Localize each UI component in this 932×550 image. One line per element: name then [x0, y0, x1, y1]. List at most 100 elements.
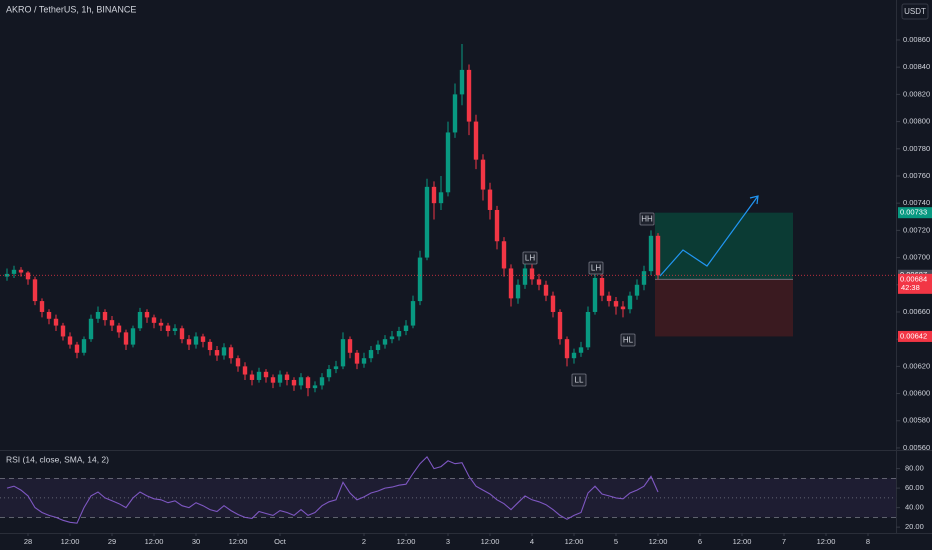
candle-body — [102, 311, 108, 321]
x-tick-label: 29 — [108, 537, 116, 546]
x-tick-label: 12:00 — [61, 537, 80, 546]
candle-body — [228, 347, 234, 359]
candle-body — [137, 311, 143, 329]
candle-body — [340, 339, 346, 367]
candle-body — [130, 328, 136, 345]
rsi-title: RSI (14, close, SMA, 14, 2) — [6, 454, 109, 464]
y-tick-label: 0.00740 — [903, 198, 930, 207]
rsi-line — [6, 456, 659, 524]
candle-body — [214, 350, 220, 356]
pivot-label: LL — [575, 376, 584, 385]
candle-body — [312, 385, 318, 389]
candle-body — [641, 271, 647, 285]
candle-body — [333, 366, 339, 370]
candle-body — [466, 69, 472, 122]
candle-body — [123, 332, 129, 345]
currency-button[interactable] — [901, 3, 929, 20]
candle-body — [39, 301, 45, 312]
candle-body — [32, 279, 38, 302]
y-tick-label: 0.00560 — [903, 443, 930, 452]
pivot-label: HL — [623, 336, 634, 345]
y-tick-label: 0.00820 — [903, 89, 930, 98]
candle-body — [95, 311, 101, 319]
candle-body — [116, 325, 122, 333]
candle-body — [263, 371, 269, 378]
candle-body — [326, 369, 332, 378]
profit-zone — [655, 212, 793, 280]
candle-body — [508, 268, 514, 299]
pivot-label: HH — [641, 215, 653, 224]
candle-body — [606, 295, 612, 302]
x-tick-label: 3 — [446, 537, 450, 546]
candle-body — [158, 322, 164, 326]
candle-body — [389, 336, 395, 340]
x-tick-label: Oct — [274, 537, 287, 546]
candle-body — [613, 301, 619, 307]
candle-body — [501, 241, 507, 269]
y-tick-label: 0.00720 — [903, 225, 930, 234]
candle-body — [319, 377, 325, 386]
candle-body — [529, 268, 535, 280]
candle-body — [347, 339, 353, 353]
candle-body — [305, 377, 311, 389]
candle-body — [74, 344, 80, 353]
x-tick-label: 12:00 — [145, 537, 164, 546]
candle-body — [179, 328, 185, 340]
candle-body — [298, 377, 304, 386]
candle-body — [242, 366, 248, 375]
currency-label[interactable]: USDT — [904, 7, 926, 16]
y-tick-label: 0.00800 — [903, 117, 930, 126]
projection-arrow — [659, 195, 759, 277]
candle-body — [375, 344, 381, 351]
candle-body — [235, 358, 241, 367]
candle-body — [200, 336, 206, 342]
candle-body — [354, 352, 360, 364]
candle-body — [515, 284, 521, 299]
x-tick-label: 12:00 — [649, 537, 668, 546]
x-tick-label: 12:00 — [817, 537, 836, 546]
candle-body — [277, 374, 283, 383]
candle-body — [557, 311, 563, 340]
candle-body — [186, 339, 192, 345]
candle-body — [396, 331, 402, 337]
target-price-tag: 0.00733 — [900, 208, 927, 217]
candle-body — [424, 186, 430, 258]
plot: 0.005600.005800.006000.006200.006400.006… — [0, 35, 932, 546]
rsi-y-tick-label: 60.00 — [905, 483, 924, 492]
candle-body — [431, 186, 437, 204]
candle-body — [284, 374, 290, 380]
pivot-label: LH — [591, 264, 601, 273]
x-tick-label: 8 — [866, 537, 870, 546]
stop-price-tag-bg — [898, 330, 932, 342]
candle-body — [249, 374, 255, 380]
candle-body — [480, 159, 486, 190]
candle-body — [403, 325, 409, 332]
x-tick-label: 12:00 — [397, 537, 416, 546]
countdown: 42:38 — [901, 283, 920, 292]
pivot-labels: HH LH LH HL LL — [522, 212, 655, 387]
candle-body — [368, 350, 374, 359]
candle-body — [599, 277, 605, 296]
x-tick-label: 12:00 — [229, 537, 248, 546]
candle-body — [445, 132, 451, 193]
candle-body — [25, 272, 31, 280]
candle-body — [144, 311, 150, 318]
rsi-y-tick-label: 80.00 — [905, 464, 924, 473]
candle-body — [494, 209, 500, 242]
candle-body — [459, 69, 465, 95]
x-tick-label: 5 — [614, 537, 618, 546]
stop-price-tag: 0.00642 — [900, 331, 927, 340]
candle-body — [88, 318, 94, 340]
x-tick-label: 6 — [698, 537, 702, 546]
candle-body — [522, 268, 528, 285]
x-tick-label: 30 — [192, 537, 200, 546]
candle-body — [81, 339, 87, 353]
candle-body — [207, 341, 213, 351]
candle-body — [221, 347, 227, 356]
candle-body — [67, 336, 73, 345]
y-tick-label: 0.00840 — [903, 62, 930, 71]
rsi-y-tick-label: 20.00 — [905, 522, 924, 531]
candle-body — [585, 311, 591, 348]
pivot-box — [522, 251, 538, 265]
candle-body — [571, 352, 577, 359]
